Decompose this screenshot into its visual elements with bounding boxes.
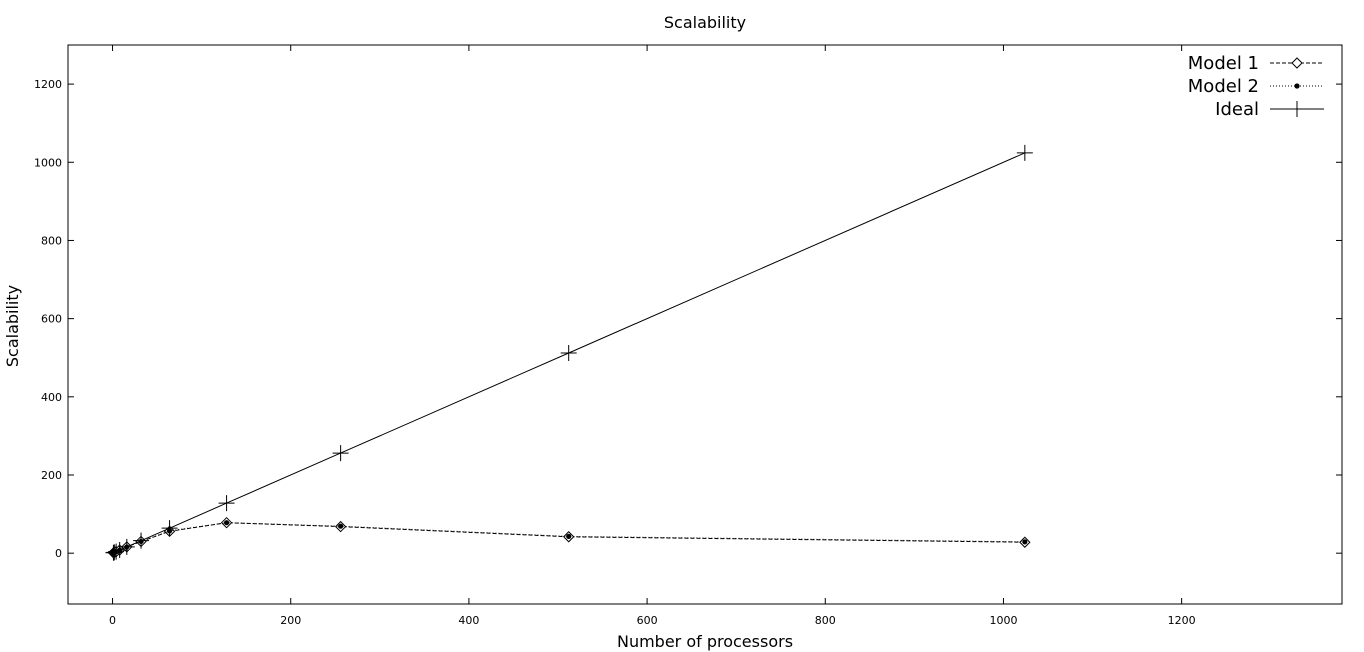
x-tick-label: 1000 [989, 614, 1017, 627]
series-model-2 [110, 520, 1028, 556]
series-group [105, 144, 1033, 561]
y-tick-label: 400 [41, 391, 62, 404]
axis-ticks: 0 200 400 600 800 1000 1200 0 200 400 600 800 1000 12… [34, 45, 1342, 627]
data-point [1022, 539, 1028, 545]
data-point [566, 533, 572, 539]
data-point [560, 345, 577, 362]
plot-frame [67, 44, 1343, 605]
x-tick-label: 600 [637, 614, 658, 627]
series-ideal [105, 144, 1033, 561]
data-point [338, 523, 344, 529]
y-tick-label: 800 [41, 234, 62, 247]
x-tick-label: 1200 [1168, 614, 1196, 627]
data-point [118, 538, 135, 555]
y-tick-label: 200 [41, 469, 62, 482]
data-point [218, 495, 235, 512]
x-axis-label: Number of processors [617, 632, 793, 651]
x-tick-label: 200 [280, 614, 301, 627]
legend-label: Model 1 [1188, 53, 1259, 74]
data-point [332, 445, 349, 462]
y-axis-label: Scalability [3, 285, 22, 367]
legend-marker [1294, 83, 1300, 89]
legend-marker [1289, 101, 1305, 117]
data-point [111, 542, 128, 559]
data-point [161, 520, 178, 537]
data-point [223, 520, 230, 526]
y-tick-label: 0 [55, 547, 62, 560]
y-tick-label: 1000 [34, 156, 62, 169]
data-point [108, 543, 125, 560]
x-tick-label: 800 [815, 614, 836, 627]
chart-title: Scalability [664, 13, 746, 32]
x-tick-label: 0 [109, 614, 116, 627]
y-tick-label: 1200 [34, 78, 62, 91]
data-point [133, 532, 150, 549]
legend-label: Ideal [1215, 99, 1259, 120]
data-point [1016, 144, 1033, 161]
x-tick-label: 400 [458, 614, 479, 627]
legend-label: Model 2 [1188, 76, 1259, 97]
legend-marker [1291, 57, 1303, 69]
y-tick-label: 600 [41, 313, 62, 326]
